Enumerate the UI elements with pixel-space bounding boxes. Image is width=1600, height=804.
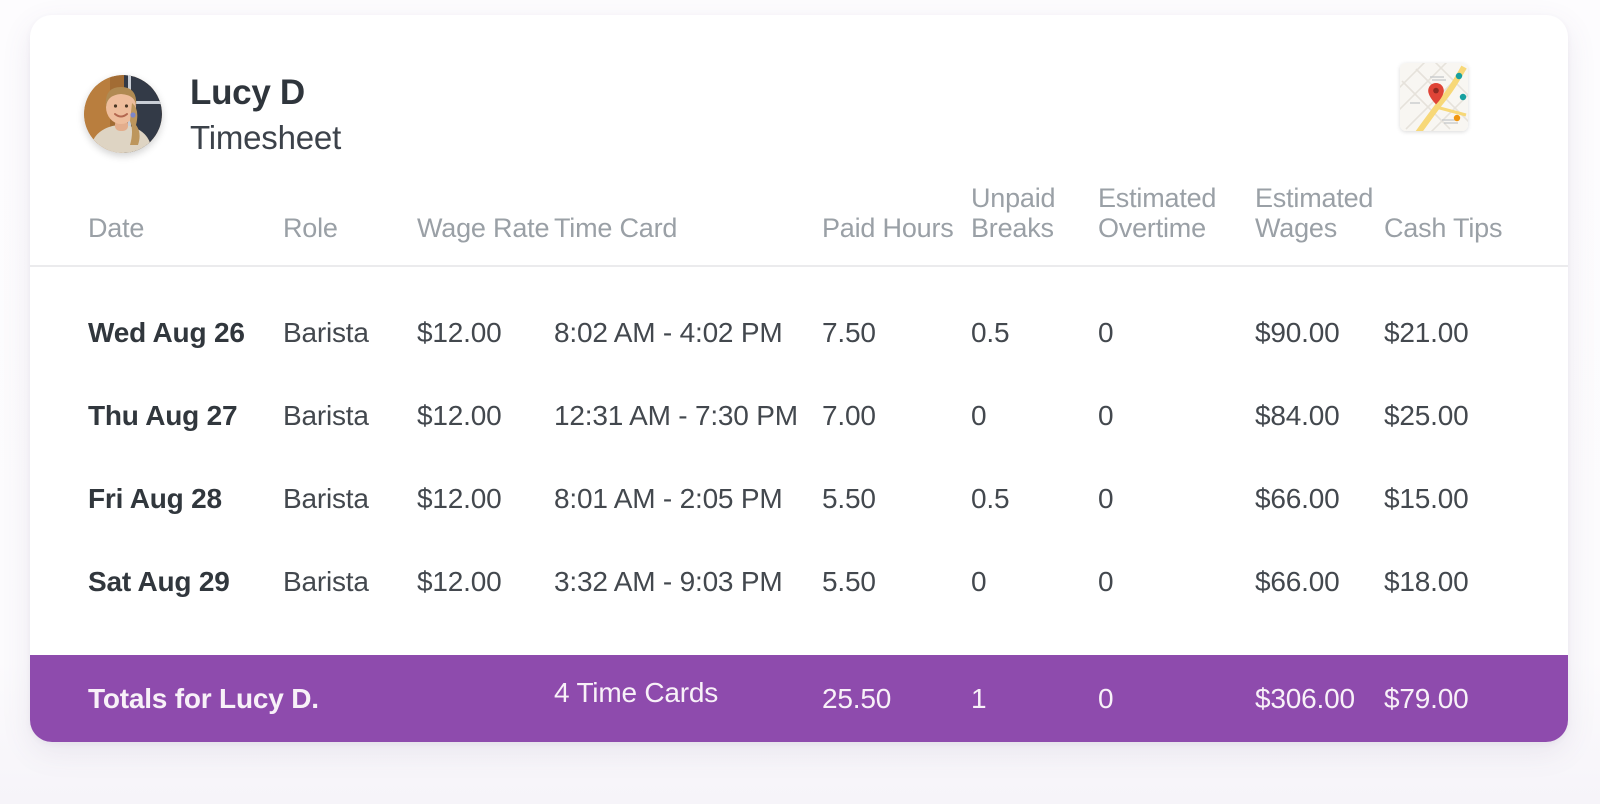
cell-role: Barista — [283, 316, 369, 348]
cell-estimated-wages: $90.00 — [1255, 316, 1340, 348]
totals-estimated-overtime: 0 — [1098, 682, 1114, 714]
cell-time-card: 8:02 AM - 4:02 PM — [554, 316, 783, 348]
cell-wage-rate: $12.00 — [417, 565, 502, 597]
cell-date: Sat Aug 29 — [88, 565, 230, 597]
table-body: Wed Aug 26 Barista $12.00 8:02 AM - 4:02… — [30, 267, 1568, 623]
cell-estimated-overtime: 0 — [1098, 565, 1114, 597]
cell-date: Thu Aug 27 — [88, 399, 238, 431]
totals-label: Totals for Lucy D. — [88, 682, 319, 714]
totals-time-cards: 4 Time Cards — [554, 676, 719, 708]
cell-estimated-overtime: 0 — [1098, 316, 1114, 348]
cell-estimated-wages: $66.00 — [1255, 482, 1340, 514]
cell-paid-hours: 5.50 — [822, 565, 876, 597]
cell-cash-tips: $25.00 — [1384, 399, 1469, 431]
page-subtitle: Timesheet — [190, 119, 342, 156]
col-header-unpaid-breaks: Unpaid Breaks — [971, 183, 1056, 243]
col-header-estimated-wages: Estimated Wages — [1255, 183, 1374, 243]
table-row: Thu Aug 27 Barista $12.00 12:31 AM - 7:3… — [30, 374, 1568, 457]
cell-estimated-overtime: 0 — [1098, 482, 1114, 514]
col-header-paid-hours: Paid Hours — [822, 213, 954, 243]
cell-time-card: 12:31 AM - 7:30 PM — [554, 399, 798, 431]
cell-estimated-overtime: 0 — [1098, 399, 1114, 431]
totals-estimated-wages: $306.00 — [1255, 682, 1355, 714]
location-map-thumbnail[interactable] — [1400, 63, 1468, 131]
totals-cash-tips: $79.00 — [1384, 682, 1469, 714]
totals-unpaid-breaks: 1 — [971, 682, 987, 714]
cell-wage-rate: $12.00 — [417, 482, 502, 514]
cell-unpaid-breaks: 0 — [971, 565, 987, 597]
map-graphic — [1400, 63, 1468, 131]
cell-role: Barista — [283, 565, 369, 597]
col-header-date: Date — [88, 213, 145, 243]
employee-name: Lucy D — [190, 73, 305, 112]
table-row: Wed Aug 26 Barista $12.00 8:02 AM - 4:02… — [30, 291, 1568, 374]
col-header-cash-tips: Cash Tips — [1384, 213, 1503, 243]
cell-paid-hours: 7.50 — [822, 316, 876, 348]
cell-date: Fri Aug 28 — [88, 482, 222, 514]
cell-paid-hours: 5.50 — [822, 482, 876, 514]
cell-role: Barista — [283, 482, 369, 514]
totals-row: Totals for Lucy D. 4 Time Cards 25.50 1 … — [30, 655, 1568, 742]
col-header-wage-rate: Wage Rate — [417, 213, 550, 243]
table-row: Sat Aug 29 Barista $12.00 3:32 AM - 9:03… — [30, 540, 1568, 623]
timesheet-card: Lucy D Timesheet — [30, 15, 1568, 742]
avatar — [84, 75, 162, 153]
table-header-row: Date Role Wage Rate Time Card Paid Hours… — [30, 183, 1568, 243]
cell-unpaid-breaks: 0 — [971, 399, 987, 431]
table-row: Fri Aug 28 Barista $12.00 8:01 AM - 2:05… — [30, 457, 1568, 540]
cell-cash-tips: $18.00 — [1384, 565, 1469, 597]
cell-paid-hours: 7.00 — [822, 399, 876, 431]
cell-unpaid-breaks: 0.5 — [971, 316, 1010, 348]
cell-time-card: 3:32 AM - 9:03 PM — [554, 565, 783, 597]
cell-wage-rate: $12.00 — [417, 316, 502, 348]
page-title: Lucy D Timesheet — [190, 71, 341, 161]
cell-role: Barista — [283, 399, 369, 431]
cell-date: Wed Aug 26 — [88, 316, 245, 348]
col-header-role: Role — [283, 213, 338, 243]
cell-time-card: 8:01 AM - 2:05 PM — [554, 482, 783, 514]
cell-cash-tips: $15.00 — [1384, 482, 1469, 514]
cell-estimated-wages: $84.00 — [1255, 399, 1340, 431]
cell-estimated-wages: $66.00 — [1255, 565, 1340, 597]
cell-wage-rate: $12.00 — [417, 399, 502, 431]
totals-paid-hours: 25.50 — [822, 682, 892, 714]
col-header-estimated-overtime: Estimated Overtime — [1098, 183, 1217, 243]
cell-unpaid-breaks: 0.5 — [971, 482, 1010, 514]
avatar-photo-graphic — [84, 75, 162, 153]
col-header-time-card: Time Card — [554, 213, 678, 243]
header-divider — [30, 265, 1568, 267]
cell-cash-tips: $21.00 — [1384, 316, 1469, 348]
